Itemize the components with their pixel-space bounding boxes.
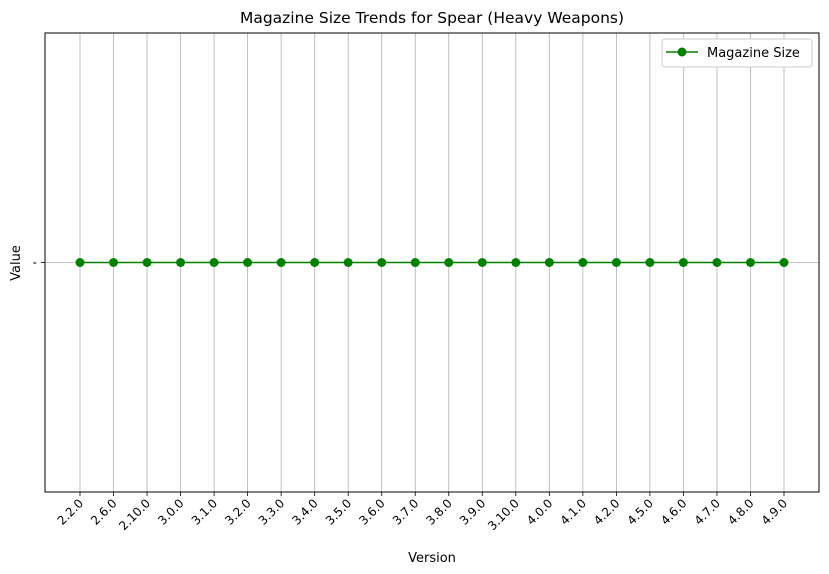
data-point xyxy=(578,258,588,267)
data-point xyxy=(477,258,487,267)
data-point xyxy=(611,258,621,267)
legend-marker xyxy=(677,47,687,57)
y-axis-ticks: - xyxy=(33,256,45,270)
data-point xyxy=(779,258,789,267)
chart-title: Magazine Size Trends for Spear (Heavy We… xyxy=(240,9,624,27)
data-point xyxy=(511,258,521,267)
y-axis-label: Value xyxy=(9,245,24,281)
data-point xyxy=(343,258,353,267)
data-point xyxy=(410,258,420,267)
data-point xyxy=(444,258,454,267)
data-point xyxy=(310,258,320,267)
data-point xyxy=(176,258,186,267)
data-point xyxy=(276,258,286,267)
data-point xyxy=(712,258,722,267)
data-point xyxy=(142,258,152,267)
data-point xyxy=(75,258,85,267)
data-point xyxy=(745,258,755,267)
data-point xyxy=(678,258,688,267)
x-axis-label: Version xyxy=(408,551,456,566)
y-tick-label: - xyxy=(33,256,37,270)
legend: Magazine Size xyxy=(661,38,813,68)
data-point xyxy=(645,258,655,267)
data-point xyxy=(377,258,387,267)
data-point xyxy=(209,258,219,267)
data-point xyxy=(109,258,119,267)
legend-box xyxy=(661,38,813,68)
legend-label: Magazine Size xyxy=(707,46,800,61)
data-point xyxy=(544,258,554,267)
data-point xyxy=(243,258,253,267)
series-layer xyxy=(75,258,789,267)
